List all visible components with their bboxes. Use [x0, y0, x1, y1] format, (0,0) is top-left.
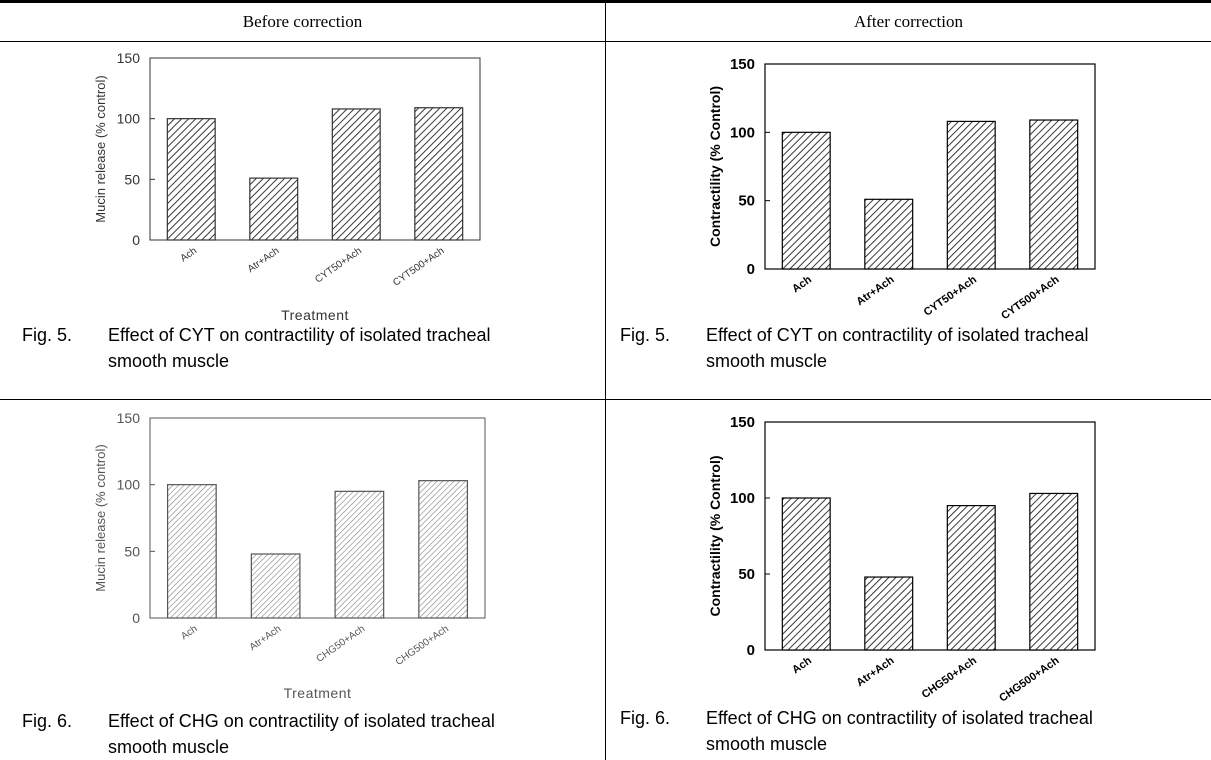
column-header-before: Before correction: [242, 12, 363, 31]
caption-after-chg: Fig. 6. Effect of CHG on contractility of…: [620, 705, 1093, 757]
caption-text: Effect of CHG on contractility of isolat…: [706, 708, 1093, 728]
x-tick-label: CYT500+Ach: [999, 273, 1061, 322]
bar: [1029, 119, 1079, 270]
bar: [418, 480, 469, 619]
x-tick-label: Ach: [790, 654, 814, 676]
y-tick-label: 100: [730, 490, 755, 507]
y-tick-label: 0: [747, 642, 755, 659]
caption-text-line2: smooth muscle: [706, 351, 828, 371]
y-tick-label: 0: [132, 232, 140, 248]
bar: [781, 131, 831, 270]
x-tick-label: Atr+Ach: [246, 245, 282, 275]
bar: [166, 118, 216, 241]
bar: [946, 504, 996, 651]
x-tick-label: Atr+Ach: [854, 273, 896, 308]
chart-before-cyt: 0 50 100 150 Mucin release (% control) Ach Atr…: [93, 50, 481, 323]
x-tick-label: Ach: [179, 245, 199, 264]
bar: [331, 108, 381, 241]
column-divider: [605, 3, 606, 760]
x-tick-label: Atr+Ach: [248, 623, 284, 653]
y-tick-label: 150: [730, 414, 755, 431]
x-tick-label: CHG500+Ach: [394, 623, 451, 668]
chart-after-chg: 0 50 100 150 Contractility (% Control) Ach Atr…: [707, 414, 1096, 705]
plot-frame: [149, 417, 486, 619]
chart-before-chg: 0 50 100 150 Mucin release (% control) Ach Atr…: [93, 410, 486, 701]
caption-text-line2: smooth muscle: [108, 351, 230, 371]
x-tick-label: CHG50+Ach: [920, 654, 979, 701]
y-tick-label: 100: [730, 124, 755, 141]
caption-after-cyt: Fig. 5. Effect of CYT on contractility of…: [620, 322, 1089, 374]
bar: [414, 107, 464, 241]
y-tick-label: 0: [132, 610, 140, 626]
x-tick-label: Ach: [179, 623, 199, 642]
y-tick-label: 50: [124, 543, 140, 559]
bar: [334, 490, 385, 619]
bar: [1029, 492, 1079, 651]
y-tick-label: 50: [738, 566, 755, 583]
y-tick-label: 100: [117, 111, 141, 127]
chart-after-cyt: 0 50 100 150 Contractility (% Control) Ach Atr…: [707, 56, 1096, 322]
column-header-after: After correction: [853, 12, 964, 31]
bar: [864, 198, 914, 270]
bar: [781, 497, 831, 651]
bar: [250, 553, 301, 619]
y-tick-label: 50: [738, 193, 755, 210]
bar: [249, 177, 299, 241]
caption-text-line2: smooth muscle: [108, 737, 230, 757]
x-tick-label: CHG500+Ach: [997, 654, 1061, 704]
caption-number: Fig. 5.: [620, 325, 671, 345]
y-tick-label: 50: [124, 171, 140, 187]
x-tick-label: CHG50+Ach: [315, 623, 368, 664]
caption-number: Fig. 6.: [620, 708, 671, 728]
x-tick-label: Ach: [790, 273, 814, 295]
x-tick-label: CYT500+Ach: [391, 245, 446, 288]
caption-text: Effect of CHG on contractility of isolat…: [108, 711, 495, 731]
table-top-rule: [0, 0, 1211, 3]
plot-frame: [764, 63, 1096, 270]
y-axis-label: Contractility (% Control): [707, 86, 723, 247]
x-axis-label: Treatment: [281, 307, 349, 323]
y-tick-label: 150: [730, 56, 755, 73]
y-tick-label: 150: [117, 50, 141, 66]
x-tick-label: Atr+Ach: [854, 654, 896, 689]
y-tick-label: 100: [117, 477, 141, 493]
plot-frame: [764, 421, 1096, 651]
caption-before-chg: Fig. 6. Effect of CHG on contractility of…: [22, 708, 495, 760]
caption-number: Fig. 5.: [22, 325, 73, 345]
y-tick-label: 150: [117, 410, 141, 426]
caption-text: Effect of CYT on contractility of isolat…: [108, 325, 491, 345]
caption-before-cyt: Fig. 5. Effect of CYT on contractility of…: [22, 322, 491, 374]
y-tick-label: 0: [747, 261, 755, 278]
bar: [166, 484, 217, 619]
caption-text: Effect of CYT on contractility of isolat…: [706, 325, 1089, 345]
bar: [946, 120, 996, 270]
y-axis-label: Contractility (% Control): [707, 456, 723, 617]
x-tick-label: CYT50+Ach: [922, 273, 979, 318]
plot-frame: [149, 57, 481, 241]
caption-number: Fig. 6.: [22, 711, 73, 731]
bar: [864, 576, 914, 651]
y-axis-label: Mucin release (% control): [93, 75, 108, 222]
x-tick-label: CYT50+Ach: [313, 245, 364, 285]
caption-text-line2: smooth muscle: [706, 734, 828, 754]
x-axis-label: Treatment: [284, 685, 352, 701]
y-axis-label: Mucin release (% control): [93, 444, 108, 591]
